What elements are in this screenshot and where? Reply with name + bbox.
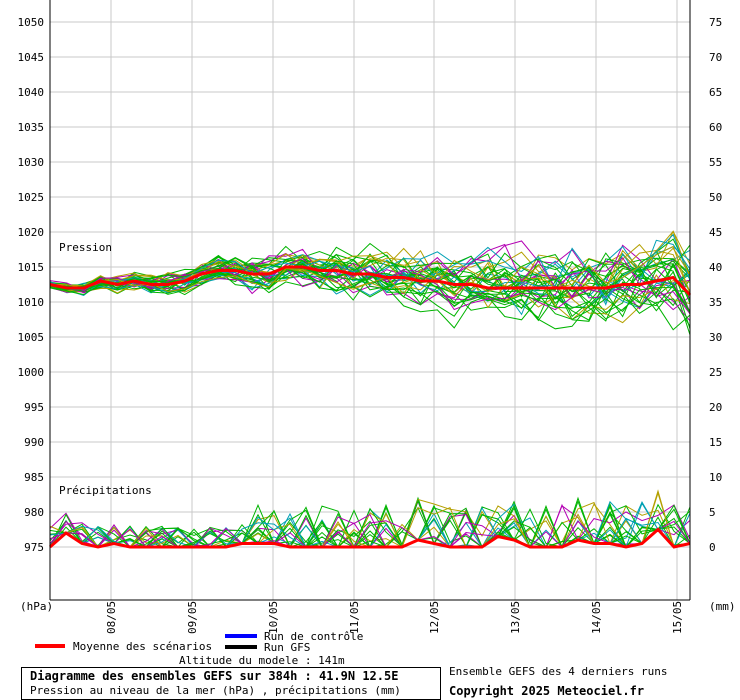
- footer-title: Diagramme des ensembles GEFS sur 384h : …: [30, 669, 399, 683]
- ensemble-members: [49, 230, 691, 549]
- ensemble-precip-line: [49, 489, 691, 549]
- legend-mean: Moyenne des scénarios: [73, 640, 213, 653]
- precip-tick-label: 60: [709, 121, 722, 134]
- pressure-tick-label: 1000: [18, 366, 45, 379]
- pressure-tick-label: 1020: [18, 226, 45, 239]
- precip-tick-label: 40: [709, 261, 722, 274]
- pressure-tick-label: 1025: [18, 191, 45, 204]
- ensemble-precip-line: [49, 491, 691, 548]
- pressure-tick-label: 975: [24, 541, 44, 554]
- precip-tick-label: 5: [709, 506, 716, 519]
- runs-note: Ensemble GEFS des 4 derniers runs: [449, 665, 668, 678]
- precip-tick-label: 70: [709, 51, 722, 64]
- date-label: 13/05: [509, 601, 522, 634]
- pressure-label: Pression: [59, 241, 112, 254]
- precip-tick-label: 35: [709, 296, 722, 309]
- chart-grid: [50, 0, 690, 600]
- control-swatch: [225, 634, 257, 638]
- copyright: Copyright 2025 Meteociel.fr: [449, 684, 645, 698]
- altitude-note: Altitude du modele : 141m: [179, 654, 345, 667]
- date-label: 15/05: [671, 601, 684, 634]
- precip-tick-label: 30: [709, 331, 722, 344]
- legend-gfs: Run GFS: [264, 641, 311, 654]
- chart-axes: 1050104510401035103010251020101510101005…: [18, 0, 722, 634]
- precip-tick-label: 75: [709, 16, 722, 29]
- mean-pressure-line: [49, 265, 692, 297]
- date-label: 10/05: [267, 601, 280, 634]
- gfs-swatch: [225, 645, 257, 649]
- pressure-tick-label: 1015: [18, 261, 45, 274]
- pressure-tick-label: 990: [24, 436, 44, 449]
- pressure-tick-label: 1010: [18, 296, 45, 309]
- pressure-tick-label: 995: [24, 401, 44, 414]
- date-label: 14/05: [590, 601, 603, 634]
- ensemble-pressure-line: [49, 257, 691, 320]
- pressure-tick-label: 1030: [18, 156, 45, 169]
- ensemble-chart: 1050104510401035103010251020101510101005…: [18, 0, 736, 634]
- precip-tick-label: 25: [709, 366, 722, 379]
- pressure-tick-label: 980: [24, 506, 44, 519]
- precip-tick-label: 65: [709, 86, 722, 99]
- date-label: 12/05: [428, 601, 441, 634]
- chart-info-box: [21, 667, 441, 700]
- right-axis-unit: (mm): [709, 600, 736, 613]
- ensemble-precip-line: [49, 520, 691, 548]
- precip-tick-label: 50: [709, 191, 722, 204]
- precip-tick-label: 10: [709, 471, 722, 484]
- ensemble-pressure-line: [49, 264, 691, 331]
- pressure-tick-label: 1035: [18, 121, 45, 134]
- mean-precip-line: [49, 527, 691, 549]
- pressure-tick-label: 1050: [18, 16, 45, 29]
- pressure-tick-label: 1040: [18, 86, 45, 99]
- ensemble-pressure-line: [49, 257, 691, 313]
- pressure-tick-label: 1045: [18, 51, 45, 64]
- ensemble-pressure-line: [49, 245, 691, 297]
- ensemble-pressure-line: [49, 263, 691, 317]
- precip-tick-label: 55: [709, 156, 722, 169]
- precip-tick-label: 45: [709, 226, 722, 239]
- pressure-tick-label: 985: [24, 471, 44, 484]
- date-label: 09/05: [186, 601, 199, 634]
- date-label: 08/05: [105, 601, 118, 634]
- mean-lines: [49, 265, 692, 549]
- left-axis-unit: (hPa): [20, 600, 53, 613]
- legend-control: Run de contrôle: [264, 630, 364, 643]
- date-label: 11/05: [348, 601, 361, 634]
- mean-swatch: [35, 644, 65, 648]
- precip-label: Précipitations: [59, 484, 152, 497]
- ensemble-pressure-line: [49, 233, 691, 302]
- precip-tick-label: 0: [709, 541, 716, 554]
- precip-tick-label: 20: [709, 401, 722, 414]
- ensemble-pressure-line: [49, 243, 691, 289]
- precip-tick-label: 15: [709, 436, 722, 449]
- pressure-tick-label: 1005: [18, 331, 45, 344]
- footer-subtitle: Pression au niveau de la mer (hPa) , pré…: [30, 684, 401, 697]
